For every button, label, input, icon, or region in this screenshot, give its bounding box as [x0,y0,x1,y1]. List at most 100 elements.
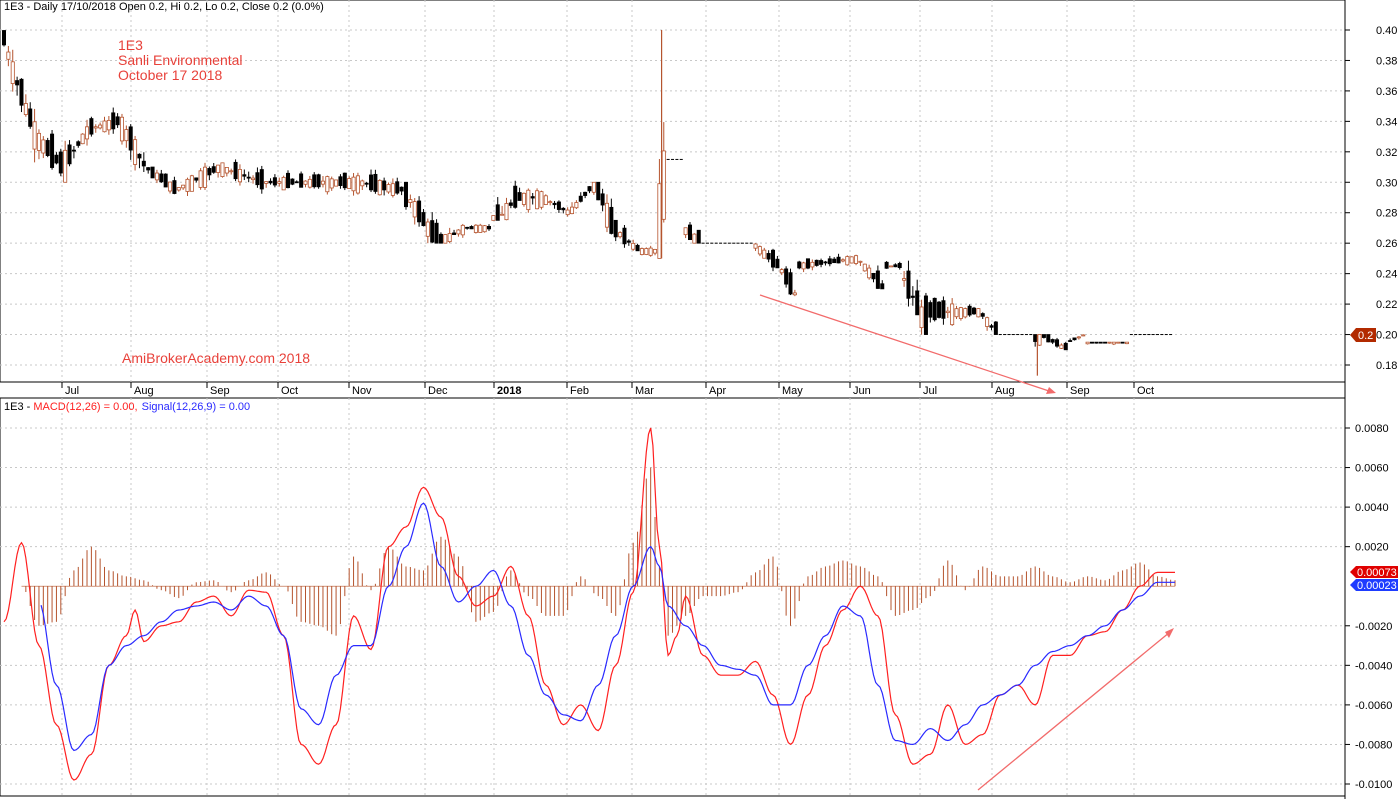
price-candle [517,192,522,201]
price-candle [797,261,802,269]
price-candle [10,61,15,84]
price-candle [963,308,968,318]
x-tick-label: Sep [210,385,230,397]
price-candle [286,172,291,189]
price-candle [133,139,138,165]
price-candle [294,181,299,184]
price-y-tick-label: 0.40 [1376,25,1397,37]
price-candle [1041,334,1046,338]
price-candle [753,243,758,249]
price-candle [993,321,998,335]
price-candle [430,220,435,243]
macd-header-prefix: 1E3 - [4,401,33,413]
price-candle [653,249,658,254]
price-candle [50,133,55,168]
price-candle [491,215,496,221]
price-candle [788,272,793,295]
price-candle [644,248,649,255]
price-candle [141,160,146,167]
price-candle [875,270,880,289]
price-candle [565,209,570,216]
price-candle [985,317,990,327]
macd-y-tick-label: -0.0060 [1355,700,1392,712]
price-candle [906,270,911,299]
price-candle [41,139,46,154]
price-candle [67,144,72,165]
price-candle [399,186,404,192]
price-candle [552,202,557,206]
price-candle [696,229,701,244]
price-candle [508,202,513,206]
macd-trendline-arrowhead [1165,628,1174,638]
price-candle [255,172,260,186]
price-candle [779,269,784,274]
price-candle [862,263,867,272]
price-candle [513,185,518,208]
price-candle [229,170,234,173]
price-candle [784,268,789,285]
price-candle [264,181,269,184]
price-candle [482,225,487,233]
price-candle [919,306,924,329]
price-candle [111,112,116,130]
price-down-trendline [759,294,1053,393]
price-candle [941,300,946,319]
price-candle [54,154,59,164]
x-tick-label: Aug [995,385,1015,397]
price-candle [609,206,614,234]
price-candle [819,260,824,265]
price-candle [45,140,50,156]
price-header: 1E3 - Daily 17/10/2018 Open 0.2, Hi 0.2,… [4,1,324,13]
price-y-axis: 0.18 0.20 0.22 0.24 0.26 0.28 0.30 0.32 0.34 0.36… [1345,25,1397,372]
price-candle [246,176,251,179]
price-candle [893,264,898,268]
price-candle [888,265,893,268]
price-candle [303,180,308,185]
price-candle [325,176,330,193]
price-candle [1098,341,1103,344]
price-y-tick-label: 0.34 [1376,116,1397,128]
x-tick-label: 2018 [497,385,521,397]
price-candle [810,261,815,268]
macd-y-axis: 0.0080 0.0060 0.0040 0.0020 -0.0020 -0.0040 -0… [1345,423,1392,791]
price-candle [168,181,173,192]
price-candle [858,260,863,263]
price-y-tick-label: 0.38 [1376,55,1397,67]
price-candle [268,180,273,184]
price-candle [364,182,369,185]
price-candle [438,233,443,244]
price-y-tick-label: 0.22 [1376,299,1397,311]
price-candle [338,176,343,186]
price-candle [923,295,928,335]
price-candle [487,225,492,230]
price-candle [421,212,426,227]
macd-header: 1E3 - MACD(12,26) = 0.00, Signal(12,26,9)… [4,401,250,413]
macd-value-tag-text: 0.00073 [1357,567,1397,579]
price-candle [447,233,452,243]
price-candle [272,177,277,186]
price-candle [600,193,605,206]
price-candle [307,178,312,188]
price-candle [159,173,164,183]
price-candle [119,116,124,142]
price-candle [543,195,548,205]
price-candle [661,150,666,220]
x-tick-label: Jul [923,385,937,397]
price-candle [89,118,94,135]
price-candle [390,183,395,196]
last-price-tag: 0.2 [1350,328,1376,342]
macd-legend-label: MACD(12,26) = 0.00, [33,401,137,413]
price-candle [932,297,937,321]
price-candle [980,313,985,317]
price-candle [194,177,199,181]
price-candle [775,258,780,269]
price-candle [15,80,20,86]
price-candle [63,149,68,183]
x-tick-label: Mar [635,385,654,397]
price-candle [648,247,653,256]
price-candle [958,307,963,319]
price-y-tick-label: 0.26 [1376,238,1397,250]
price-y-tick-label: 0.28 [1376,208,1397,220]
price-candle [456,229,461,235]
price-candle [1116,341,1121,344]
